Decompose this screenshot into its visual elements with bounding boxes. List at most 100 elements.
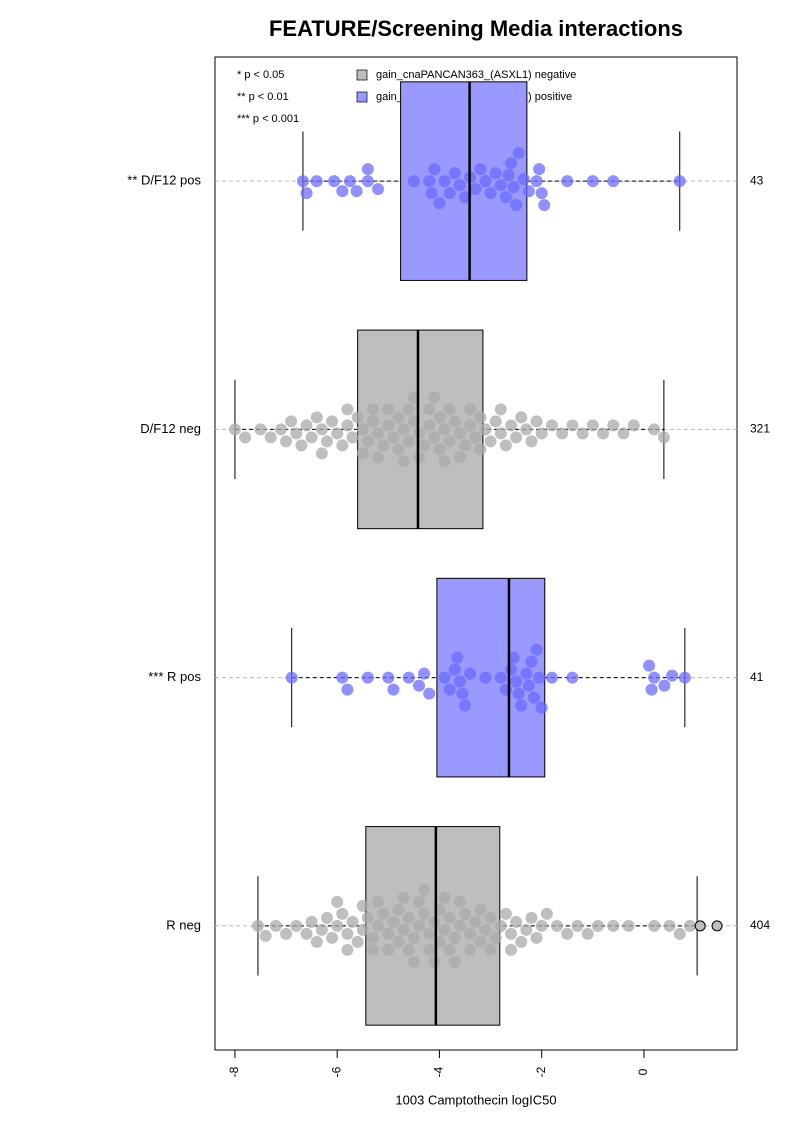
- data-point: [505, 419, 518, 432]
- data-point: [315, 447, 328, 460]
- data-point: [239, 431, 252, 444]
- data-point: [341, 943, 354, 956]
- outlier: [711, 920, 723, 932]
- data-point: [469, 915, 482, 928]
- data-point: [479, 175, 492, 188]
- data-point: [320, 435, 333, 448]
- data-point: [423, 419, 436, 432]
- data-point: [666, 669, 679, 682]
- data-point: [341, 683, 354, 696]
- data-point: [591, 919, 604, 932]
- data-point: [418, 883, 431, 896]
- data-point: [264, 431, 277, 444]
- data-point: [443, 943, 456, 956]
- data-point: [453, 895, 466, 908]
- data-point: [515, 935, 528, 948]
- chart-title: FEATURE/Screening Media interactions: [269, 16, 683, 41]
- data-point: [341, 403, 354, 416]
- data-point: [351, 935, 364, 948]
- data-point: [397, 923, 410, 936]
- count-label: 321: [750, 422, 770, 436]
- y-tick-label: D/F12 neg: [140, 421, 201, 436]
- data-point: [657, 431, 670, 444]
- x-axis-label: 1003 Camptothecin logIC50: [395, 1092, 556, 1107]
- data-point: [443, 435, 456, 448]
- data-point: [412, 895, 425, 908]
- data-point: [505, 157, 518, 170]
- data-point: [315, 423, 328, 436]
- data-point: [489, 931, 502, 944]
- data-point: [350, 185, 363, 198]
- data-point: [474, 163, 487, 176]
- data-point: [510, 431, 523, 444]
- data-point: [280, 435, 293, 448]
- data-point: [382, 419, 395, 432]
- data-point: [648, 671, 661, 684]
- data-point: [607, 419, 620, 432]
- data-point: [290, 427, 303, 440]
- data-point: [428, 915, 441, 928]
- data-point: [517, 173, 530, 186]
- data-point: [387, 431, 400, 444]
- data-point: [336, 185, 349, 198]
- data-point: [402, 435, 415, 448]
- data-point: [443, 187, 456, 200]
- data-point: [607, 919, 620, 932]
- data-point: [464, 927, 477, 940]
- data-point: [336, 907, 349, 920]
- data-point: [520, 923, 533, 936]
- data-point: [372, 895, 385, 908]
- data-point: [315, 923, 328, 936]
- data-point: [586, 175, 599, 188]
- data-point: [438, 923, 451, 936]
- data-point: [525, 911, 538, 924]
- data-point: [251, 919, 264, 932]
- data-point: [331, 895, 344, 908]
- data-point: [530, 931, 543, 944]
- data-point: [366, 403, 379, 416]
- data-point: [407, 175, 420, 188]
- data-point: [418, 667, 431, 680]
- data-point: [372, 183, 385, 196]
- data-point: [535, 701, 548, 714]
- data-point: [484, 435, 497, 448]
- data-point: [356, 899, 369, 912]
- data-point: [505, 943, 518, 956]
- data-point: [533, 163, 546, 176]
- data-point: [658, 679, 671, 692]
- data-point: [499, 191, 512, 204]
- data-point: [336, 439, 349, 452]
- data-point: [228, 423, 241, 436]
- data-point: [507, 651, 520, 664]
- data-point: [494, 671, 507, 684]
- outlier: [694, 920, 706, 932]
- data-point: [453, 451, 466, 464]
- data-point: [530, 643, 543, 656]
- legend-swatch: [356, 69, 368, 81]
- data-point: [328, 175, 341, 188]
- legend-note: * p < 0.05: [237, 69, 284, 81]
- data-point: [423, 927, 436, 940]
- data-point: [300, 927, 313, 940]
- data-point: [377, 907, 390, 920]
- data-point: [479, 671, 492, 684]
- data-point: [484, 911, 497, 924]
- data-point: [280, 927, 293, 940]
- data-point: [515, 699, 528, 712]
- data-point: [648, 423, 661, 436]
- data-point: [505, 663, 518, 676]
- data-point: [648, 919, 661, 932]
- data-point: [346, 915, 359, 928]
- data-point: [377, 439, 390, 452]
- legend-swatch: [356, 91, 368, 103]
- data-point: [402, 403, 415, 416]
- data-point: [361, 175, 374, 188]
- legend-note: *** p < 0.001: [237, 113, 299, 125]
- data-point: [310, 411, 323, 424]
- count-label: 404: [750, 918, 770, 932]
- data-point: [451, 651, 464, 664]
- data-point: [505, 927, 518, 940]
- data-point: [372, 427, 385, 440]
- data-point: [499, 439, 512, 452]
- data-point: [326, 415, 339, 428]
